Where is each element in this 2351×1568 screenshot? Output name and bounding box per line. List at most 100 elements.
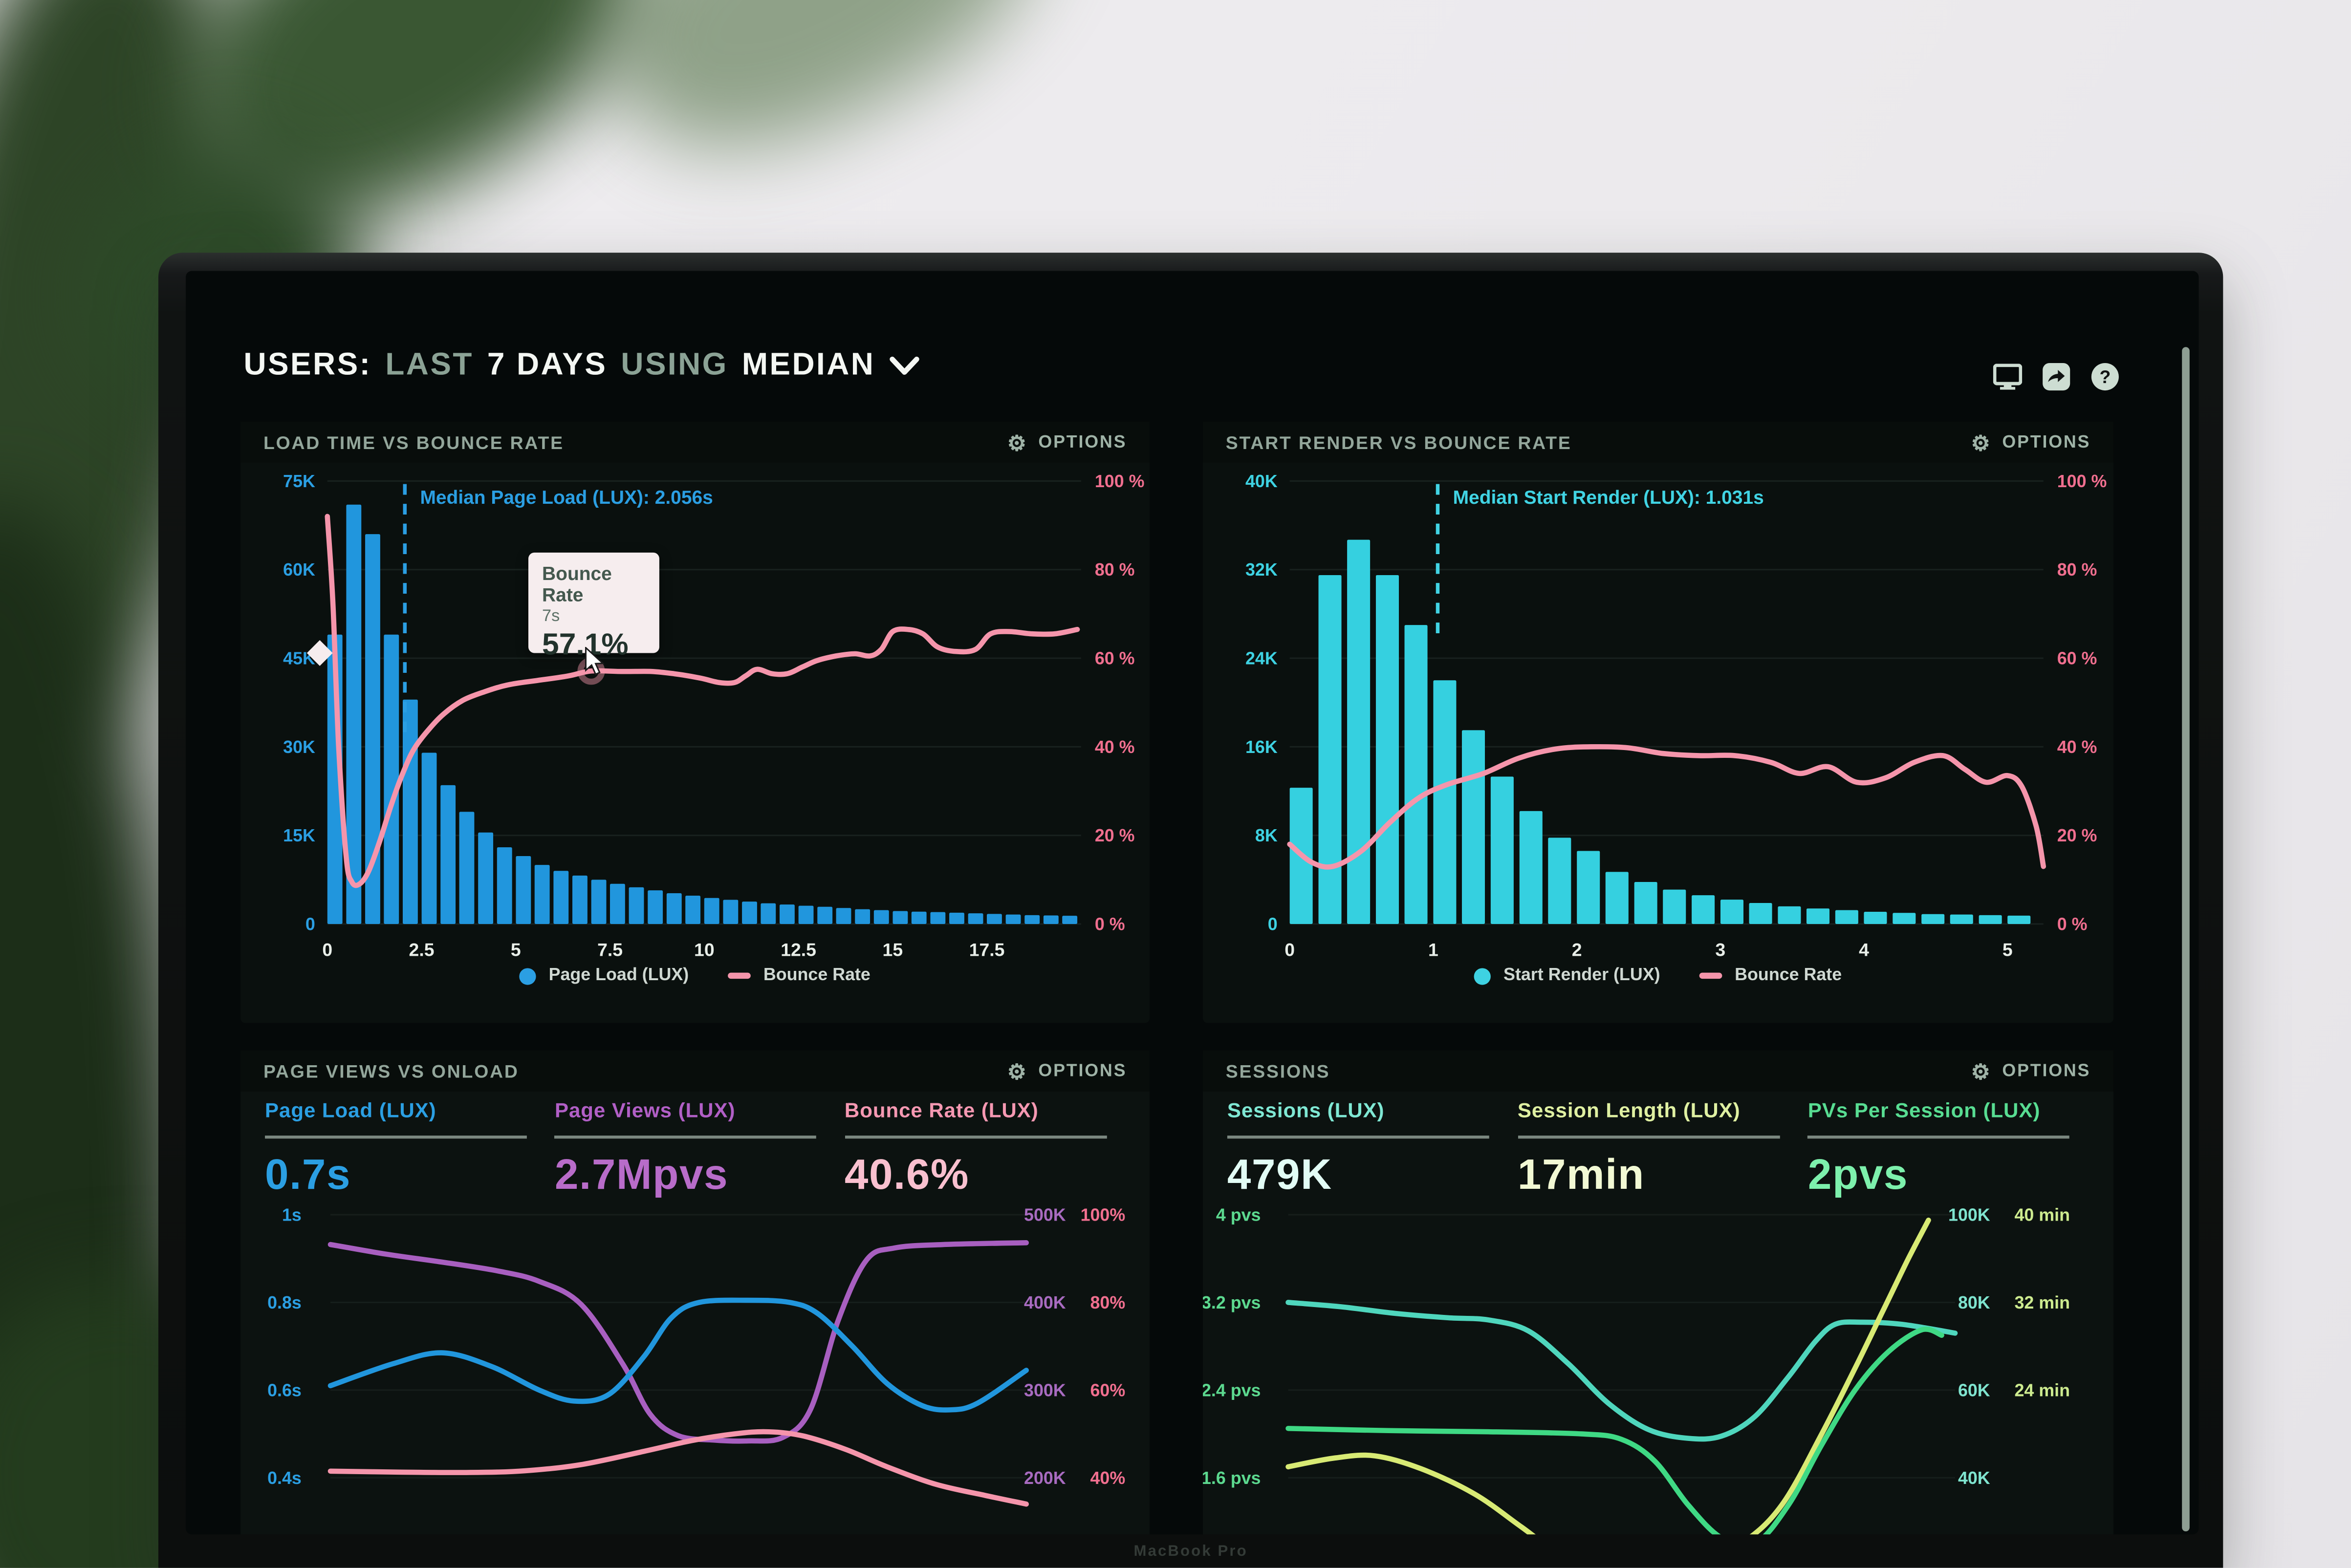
bar[interactable] (1605, 872, 1629, 924)
bar[interactable] (987, 914, 1002, 924)
bar[interactable] (1577, 851, 1600, 924)
sessions-chart[interactable]: 4 pvs 100K 40 min 3.2 pvs 80K 32 min 2.4 pvs 60… (1203, 1203, 2113, 1535)
bar[interactable] (1893, 913, 1916, 924)
bar[interactable] (553, 871, 569, 924)
bar[interactable] (893, 911, 908, 924)
scrollbar[interactable] (2182, 347, 2190, 1531)
bar[interactable] (516, 856, 531, 924)
metric-label: Page Load (LUX) (265, 1099, 436, 1122)
bar[interactable] (440, 785, 456, 924)
metric-label: Sessions (LUX) (1227, 1099, 1385, 1122)
bar[interactable] (1921, 914, 1945, 924)
bar[interactable] (1404, 625, 1428, 924)
bar[interactable] (1375, 575, 1399, 924)
bar[interactable] (1433, 680, 1457, 924)
bar[interactable] (497, 847, 512, 924)
page-views-chart[interactable]: 1s 500K 100% 0.8s 400K 80% 0.6s 300K 60% 0.4s 200K… (240, 1203, 1150, 1534)
bar[interactable] (1634, 881, 1657, 924)
axis-label: 15 (883, 939, 903, 960)
bar[interactable] (1548, 838, 1571, 924)
options-button[interactable]: ⚙ OPTIONS (1971, 1058, 2091, 1083)
bar[interactable] (1749, 902, 1772, 924)
options-button[interactable]: ⚙ OPTIONS (1007, 1058, 1127, 1083)
bar[interactable] (1043, 915, 1059, 924)
bar[interactable] (365, 534, 380, 924)
bar[interactable] (761, 903, 776, 924)
bar[interactable] (1519, 811, 1543, 924)
bar[interactable] (572, 875, 588, 924)
bar[interactable] (1692, 895, 1715, 924)
bar[interactable] (1979, 915, 2002, 924)
help-icon[interactable]: ? (2090, 362, 2119, 391)
bar[interactable] (402, 699, 418, 924)
bar[interactable] (610, 883, 625, 924)
bar[interactable] (930, 912, 946, 924)
bar[interactable] (1950, 914, 1973, 924)
bar[interactable] (1461, 730, 1485, 924)
axis-label: 500K (1024, 1205, 1066, 1224)
bar[interactable] (384, 634, 399, 924)
bar[interactable] (666, 893, 682, 924)
display-icon[interactable] (1993, 364, 2023, 390)
axis-label: 4 (1859, 939, 1869, 960)
bar[interactable] (1864, 912, 1887, 924)
bar[interactable] (723, 900, 739, 924)
bar[interactable] (873, 910, 889, 924)
bar[interactable] (1318, 575, 1342, 924)
bar[interactable] (629, 887, 644, 924)
axis-label: Median Page Load (LUX): 2.056s (420, 487, 713, 508)
share-icon[interactable] (2042, 362, 2071, 391)
bar[interactable] (949, 912, 964, 924)
bar[interactable] (855, 909, 871, 924)
bar[interactable] (459, 812, 475, 924)
bar[interactable] (742, 902, 757, 924)
bar[interactable] (968, 913, 983, 924)
bar[interactable] (1806, 908, 1830, 924)
bar[interactable] (780, 904, 795, 924)
load-time-chart[interactable]: 75K 100 %60K 80 %45K 60 %30K 40 %15K 20 %0 0 %… (240, 464, 1150, 967)
bar[interactable] (421, 752, 437, 924)
options-button[interactable]: ⚙ OPTIONS (1007, 430, 1127, 454)
bar[interactable] (817, 906, 833, 924)
tooltip: Bounce Rate 7s 57.1% (528, 552, 659, 662)
line-series (327, 1297, 1029, 1413)
bar[interactable] (1778, 906, 1801, 924)
bar[interactable] (1062, 916, 1078, 924)
axis-label: 32K (1245, 560, 1278, 580)
bar[interactable] (534, 865, 550, 924)
legend-item[interactable]: Bounce Rate (1699, 967, 1842, 985)
legend-item[interactable]: Bounce Rate (728, 967, 871, 985)
bar[interactable] (685, 896, 701, 924)
bar[interactable] (1347, 539, 1371, 924)
bar[interactable] (1005, 914, 1021, 924)
bar[interactable] (1720, 900, 1743, 924)
title-part: USERS: (243, 347, 372, 382)
bar[interactable] (2007, 915, 2031, 924)
options-button[interactable]: ⚙ OPTIONS (1971, 430, 2091, 454)
gear-icon: ⚙ (1971, 430, 1992, 454)
bar[interactable] (1663, 889, 1686, 924)
legend-item[interactable]: Page Load (LUX) (520, 967, 689, 985)
bar[interactable] (648, 890, 663, 924)
axis-label: 60K (1958, 1380, 1990, 1400)
start-render-chart[interactable]: 40K 100 % 32K 80 % 24K 60 % 16K 40 % 8K 20 % 0 0 % 0… (1203, 464, 2113, 967)
panel-title: SESSIONS (1225, 1060, 1330, 1082)
chevron-down-icon[interactable] (889, 355, 919, 375)
axis-label: Median Start Render (LUX): 1.031s (1453, 487, 1764, 508)
axis-label: 80 % (1095, 560, 1135, 580)
bar[interactable] (1490, 776, 1514, 924)
bar[interactable] (704, 898, 719, 924)
bar[interactable] (836, 908, 851, 924)
bar[interactable] (798, 905, 814, 924)
axis-label: 100% (1081, 1205, 1126, 1224)
bar[interactable] (346, 504, 362, 924)
axis-label: 40 % (1095, 737, 1135, 757)
legend-item[interactable]: Start Render (LUX) (1474, 967, 1660, 985)
bar[interactable] (911, 911, 927, 924)
bar[interactable] (591, 880, 607, 924)
bar[interactable] (1835, 910, 1858, 924)
bar[interactable] (1024, 915, 1040, 924)
axis-label: 7.5 (597, 939, 623, 960)
bar[interactable] (478, 832, 494, 924)
panel-sessions: SESSIONS ⚙ OPTIONS Sessions (LUX) 479K Sess… (1203, 1050, 2114, 1535)
